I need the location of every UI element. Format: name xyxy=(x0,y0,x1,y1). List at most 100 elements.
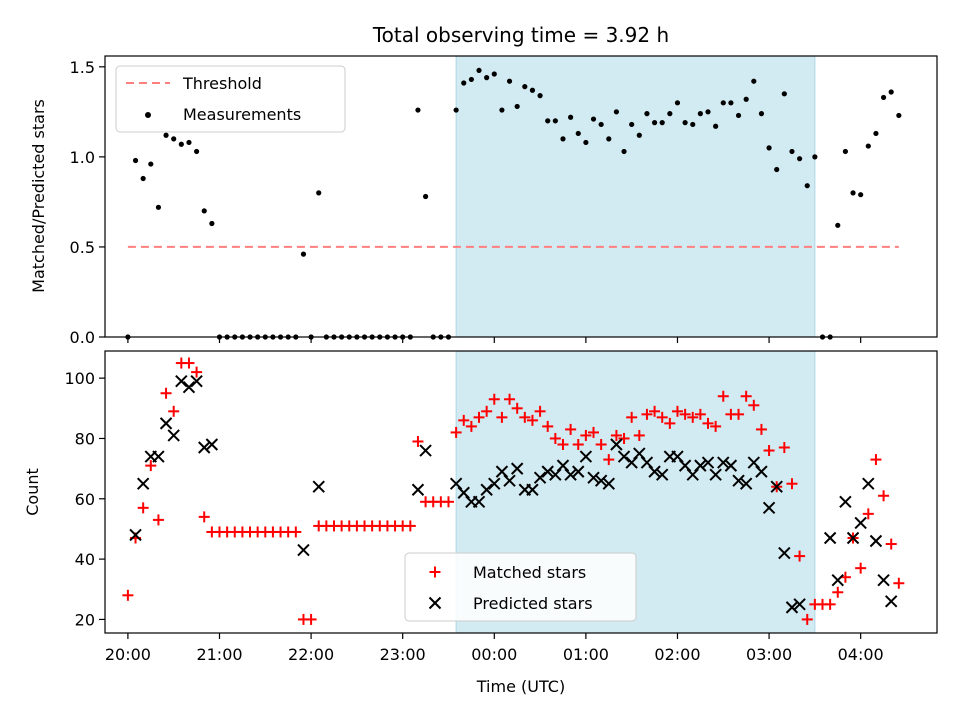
predicted-star-point xyxy=(831,574,844,587)
legend-predicted-marker xyxy=(428,596,442,610)
predicted-star-point xyxy=(488,477,501,490)
predicted-star-point xyxy=(541,465,554,478)
predicted-star-point xyxy=(869,534,883,548)
matched-star-point xyxy=(557,438,569,450)
measurement-point xyxy=(132,157,139,164)
matched-star-point xyxy=(160,387,172,399)
measurement-point xyxy=(590,116,597,122)
matched-star-point xyxy=(152,514,164,526)
measurement-point xyxy=(896,112,902,119)
predicted-star-point xyxy=(175,374,188,388)
matched-star-point xyxy=(473,411,485,423)
matched-star-point xyxy=(755,423,767,435)
predicted-star-point xyxy=(884,595,898,608)
matched-star-point xyxy=(458,414,470,426)
measurement-point xyxy=(163,132,169,138)
measurement-point xyxy=(545,118,551,124)
top-legend: Threshold Measurements xyxy=(115,65,346,133)
matched-star-point xyxy=(824,598,836,610)
predicted-star-point xyxy=(549,468,562,481)
predicted-star-point xyxy=(533,471,547,484)
matched-star-point xyxy=(679,408,691,420)
bottom-panel: 20 40 60 80 100 20:00 21:00 22:00 23:00 00:00 01:… xyxy=(23,350,938,696)
legend-matched-label: Matched stars xyxy=(473,563,586,582)
measurement-point xyxy=(598,121,604,128)
matched-star-point xyxy=(733,408,745,420)
matched-star-point xyxy=(450,426,462,438)
predicted-star-point xyxy=(724,459,738,472)
predicted-star-point xyxy=(747,456,761,469)
measurement-point xyxy=(690,121,696,128)
predicted-star-point xyxy=(732,474,745,487)
measurement-point xyxy=(781,91,787,97)
matched-star-point xyxy=(633,429,645,441)
measurement-point xyxy=(812,154,818,160)
legend-matched-marker xyxy=(429,566,441,578)
x-tick-label: 22:00 xyxy=(288,645,334,664)
matched-star-point xyxy=(641,408,653,420)
matched-star-point xyxy=(481,405,493,417)
matched-star-point xyxy=(404,520,416,532)
matched-star-point xyxy=(588,426,600,438)
predicted-star-point xyxy=(579,450,593,463)
x-tick-label: 01:00 xyxy=(563,645,609,664)
measurement-point xyxy=(178,141,184,147)
legend-measurement-label: Measurements xyxy=(183,105,301,124)
predicted-star-point xyxy=(785,601,799,614)
measurement-point xyxy=(880,94,887,101)
observing-window-shade xyxy=(455,55,816,338)
measurement-point xyxy=(720,100,726,106)
predicted-star-point xyxy=(778,546,791,560)
measurement-point xyxy=(766,145,772,151)
measurement-point xyxy=(155,204,162,210)
measurement-point xyxy=(774,166,780,173)
matched-star-point xyxy=(618,432,630,444)
predicted-star-point xyxy=(648,465,661,478)
predicted-star-point xyxy=(449,477,463,490)
measurement-point xyxy=(575,130,581,137)
matched-star-point xyxy=(855,562,867,574)
matched-star-point xyxy=(137,502,149,514)
matched-star-point xyxy=(534,405,546,417)
measurement-point xyxy=(514,103,520,110)
matched-star-point xyxy=(748,399,760,411)
predicted-star-point xyxy=(793,598,806,611)
bottom-y-axis-label: Count xyxy=(23,468,42,516)
measurement-points xyxy=(125,67,902,340)
y-tick-label: 40 xyxy=(75,550,95,569)
matched-stars-points xyxy=(122,357,905,625)
measurement-point xyxy=(484,75,490,81)
x-tick-label: 02:00 xyxy=(654,645,700,664)
measurement-point xyxy=(568,114,574,120)
top-y-axis: 0.0 0.5 1.0 1.5 xyxy=(70,58,105,347)
measurement-point xyxy=(667,111,673,117)
predicted-star-point xyxy=(694,459,707,472)
x-tick-label: 03:00 xyxy=(746,645,792,664)
measurement-point xyxy=(209,220,215,227)
measurement-point xyxy=(537,93,543,99)
predicted-star-point xyxy=(755,465,768,478)
measurement-point xyxy=(629,121,635,128)
x-tick-label: 20:00 xyxy=(105,645,151,664)
matched-star-point xyxy=(442,496,454,508)
measurement-point xyxy=(858,192,864,198)
measurement-point xyxy=(499,107,505,113)
measurement-point xyxy=(644,111,650,117)
bottom-legend: Matched stars Predicted stars xyxy=(404,552,637,622)
predicted-star-point xyxy=(839,495,852,509)
matched-star-point xyxy=(412,435,424,447)
predicted-star-point xyxy=(472,495,486,509)
y-tick-label: 100 xyxy=(64,369,95,388)
matched-star-point xyxy=(496,411,508,423)
predicted-star-point xyxy=(717,456,730,469)
matched-star-point xyxy=(687,411,699,423)
matched-star-point xyxy=(191,366,203,378)
measurement-point xyxy=(873,130,879,137)
matched-star-point xyxy=(671,405,683,417)
predicted-star-point xyxy=(678,459,692,472)
top-legend-box xyxy=(115,65,346,133)
matched-star-point xyxy=(168,405,180,417)
matched-star-point xyxy=(832,586,844,598)
y-tick-label: 80 xyxy=(75,429,95,448)
